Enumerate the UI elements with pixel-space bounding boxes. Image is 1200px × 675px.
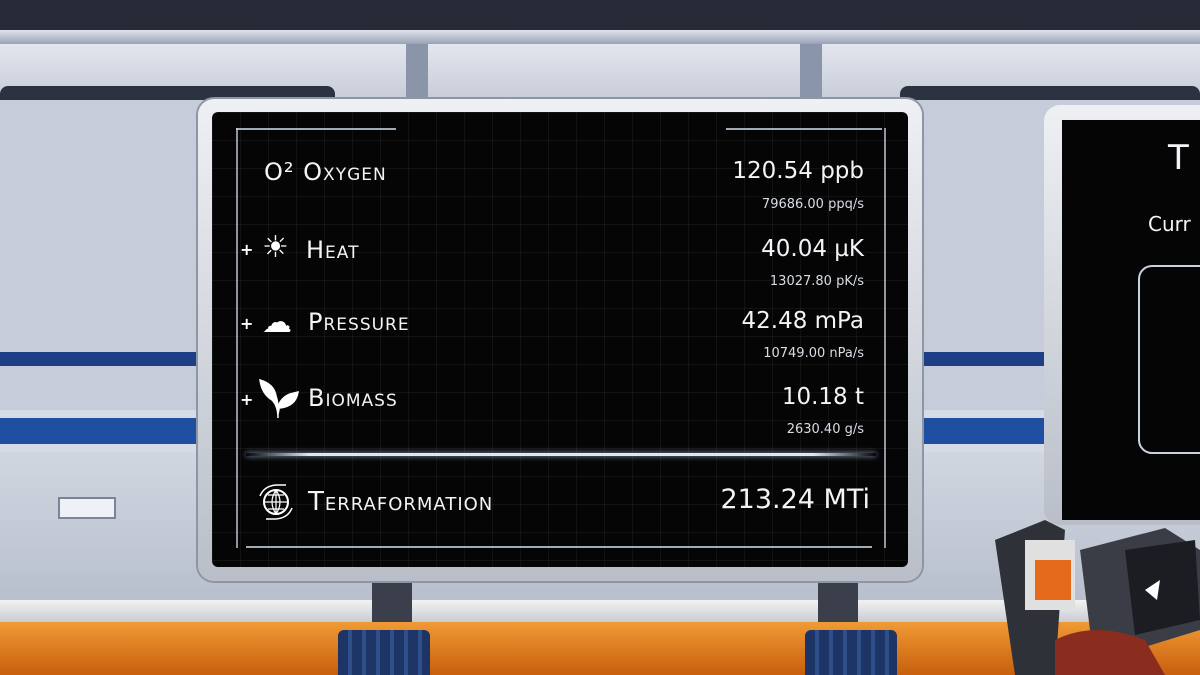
right-panel-title: T bbox=[1168, 138, 1189, 178]
terraformation-screen bbox=[212, 112, 908, 567]
wall-trim bbox=[900, 86, 1200, 100]
pressure-label: Pressure bbox=[308, 308, 410, 336]
pressure-rate: 10749.00 nPa/s bbox=[763, 346, 864, 361]
pipe-clamp bbox=[805, 630, 897, 675]
oxygen-rate: 79686.00 ppq/s bbox=[761, 197, 864, 212]
floor-pipe bbox=[0, 622, 1200, 675]
plus-icon: + bbox=[240, 390, 254, 409]
screen-border bbox=[236, 128, 886, 548]
oxygen-label: Oxygen bbox=[303, 158, 387, 186]
pipe-clamp bbox=[338, 630, 430, 675]
pressure-value: 42.48 mPa bbox=[741, 308, 865, 334]
biomass-rate: 2630.40 g/s bbox=[786, 422, 864, 437]
right-panel-box bbox=[1138, 265, 1200, 454]
right-panel-subtitle: Curr bbox=[1148, 212, 1191, 236]
o2-icon: O² bbox=[264, 158, 295, 186]
heat-rate: 13027.80 pK/s bbox=[769, 274, 864, 289]
sun-icon: ☀ bbox=[262, 230, 289, 265]
biomass-value: 10.18 t bbox=[781, 384, 864, 410]
plus-icon: + bbox=[240, 314, 254, 333]
screen-corner bbox=[246, 546, 872, 548]
terraformation-value: 213.24 MTi bbox=[720, 484, 870, 515]
handheld-tool bbox=[995, 520, 1200, 675]
terraformation-label: Terraformation bbox=[308, 487, 494, 517]
cloud-icon: ☁ bbox=[262, 305, 292, 340]
wall-trim bbox=[0, 86, 335, 100]
heat-label: Heat bbox=[306, 236, 360, 264]
screen-corner bbox=[236, 128, 396, 130]
leaf-icon bbox=[259, 378, 299, 419]
plus-icon: + bbox=[240, 240, 254, 259]
globe-cycle-icon bbox=[259, 484, 293, 520]
heat-value: 40.04 µK bbox=[761, 236, 864, 262]
ceiling bbox=[0, 0, 1200, 30]
wall-slot bbox=[58, 497, 116, 519]
screen-corner bbox=[726, 128, 882, 130]
ceiling-rail bbox=[0, 30, 1200, 44]
oxygen-value: 120.54 ppb bbox=[732, 158, 864, 184]
wall-post bbox=[406, 44, 428, 104]
panel-leg bbox=[372, 578, 412, 622]
divider bbox=[246, 453, 876, 456]
floor-ledge bbox=[0, 600, 1200, 622]
oxygen-row: O² Oxygen bbox=[264, 158, 387, 186]
panel-leg bbox=[818, 578, 858, 622]
wall-post bbox=[800, 44, 822, 104]
biomass-label: Biomass bbox=[308, 384, 398, 412]
